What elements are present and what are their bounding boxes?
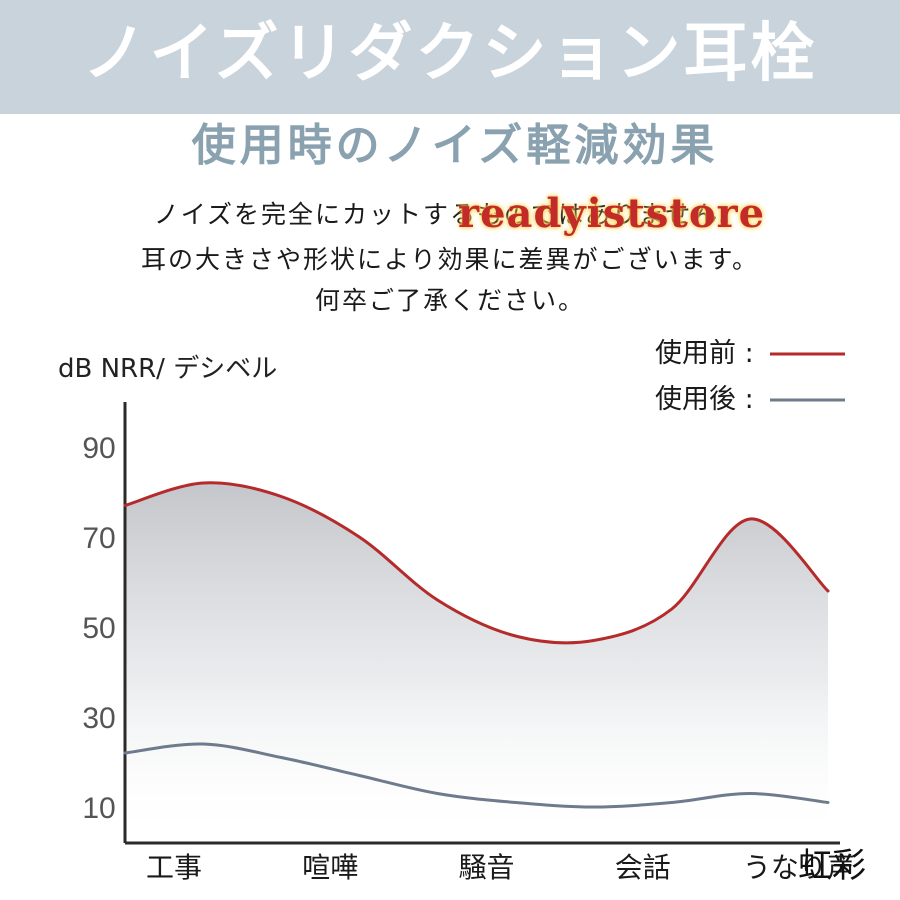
legend-label: 使用後 :: [655, 384, 754, 415]
series-line-after: [123, 742, 830, 809]
x-category-label: 会話: [615, 851, 671, 884]
y-tick-label: 70: [82, 522, 115, 555]
y-tick-label: 50: [82, 612, 115, 645]
legend-label: 使用前 :: [655, 338, 754, 369]
x-category-label: 騒音: [458, 851, 514, 884]
note-line-2: 耳の大きさや形状により効果に差異がございます。: [140, 245, 759, 274]
y-tick-label: 10: [82, 792, 115, 825]
y-axis-label: dB NRR/ デシベル: [58, 354, 277, 384]
x-category-label: 工事: [146, 851, 202, 884]
corner-mark: 虹彩: [798, 846, 866, 886]
note-line-3: 何卒ご了承ください。: [314, 286, 585, 315]
page-subtitle: 使用時のノイズ軽減効果: [191, 120, 719, 171]
banner-title: ノイズリダクション耳栓: [82, 17, 818, 91]
x-category-label: うなり声: [743, 851, 855, 884]
series-line-before: [123, 481, 830, 645]
note-line-1: ノイズを完全にカットするものではありません。: [153, 200, 747, 229]
title-banner: ノイズリダクション耳栓: [0, 0, 900, 114]
y-tick-label: 90: [82, 432, 115, 465]
y-tick-label: 30: [82, 702, 115, 735]
before-area-fill: [125, 482, 828, 843]
x-category-label: 喧嘩: [302, 851, 358, 884]
store-watermark: readyiststore: [458, 190, 766, 237]
